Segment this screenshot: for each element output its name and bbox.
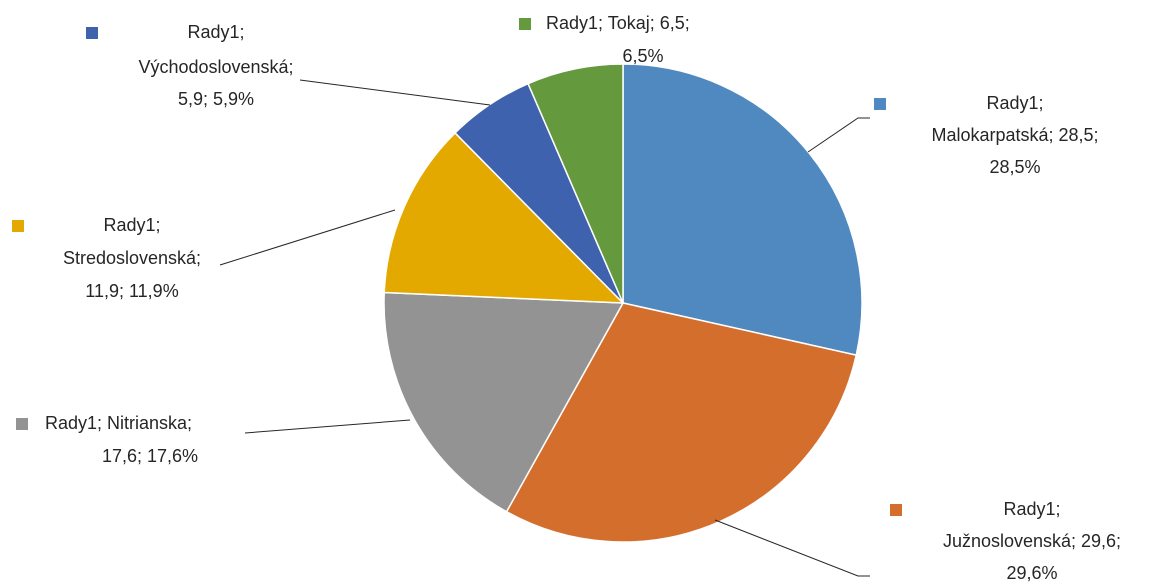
data-label: 6,5% xyxy=(622,46,663,66)
label-marker xyxy=(874,98,886,110)
data-label: Malokarpatská; 28,5; xyxy=(931,125,1098,145)
data-label: 17,6; 17,6% xyxy=(102,446,198,466)
data-label: Južnoslovenská; 29,6; xyxy=(943,531,1121,551)
data-label: Rady1; xyxy=(986,93,1043,113)
pie-slice xyxy=(505,302,858,543)
data-label: 28,5% xyxy=(989,157,1040,177)
leader-line xyxy=(807,117,870,153)
pie-slice xyxy=(527,63,624,304)
data-label: Rady1; xyxy=(1003,499,1060,519)
data-label: 29,6% xyxy=(1006,563,1057,583)
pie-slice xyxy=(622,63,863,357)
data-label: Stredoslovenská; xyxy=(63,248,201,268)
label-marker xyxy=(86,27,98,39)
data-label: Východoslovenská; xyxy=(138,57,293,77)
leader-line xyxy=(244,419,411,434)
label-marker xyxy=(890,504,902,516)
pie xyxy=(383,63,863,543)
label-marker xyxy=(12,220,24,232)
data-labels: Rady1; Malokarpatská; 28,5; 28,5% Rady1; Juž… xyxy=(12,13,1121,583)
leader-line xyxy=(299,79,491,106)
data-label: 11,9; 11,9% xyxy=(85,281,178,301)
pie-slice xyxy=(383,131,625,304)
data-label: Rady1; xyxy=(103,215,160,235)
leader-line xyxy=(219,209,396,266)
pie-slice xyxy=(383,291,625,513)
label-marker xyxy=(519,18,531,30)
data-label: Rady1; Nitrianska; xyxy=(45,413,192,433)
leader-line xyxy=(714,519,870,577)
data-label: Rady1; xyxy=(187,22,244,42)
data-label: 5,9; 5,9% xyxy=(178,89,254,109)
data-label: Rady1; Tokaj; 6,5; xyxy=(546,13,690,33)
label-marker xyxy=(16,418,28,430)
